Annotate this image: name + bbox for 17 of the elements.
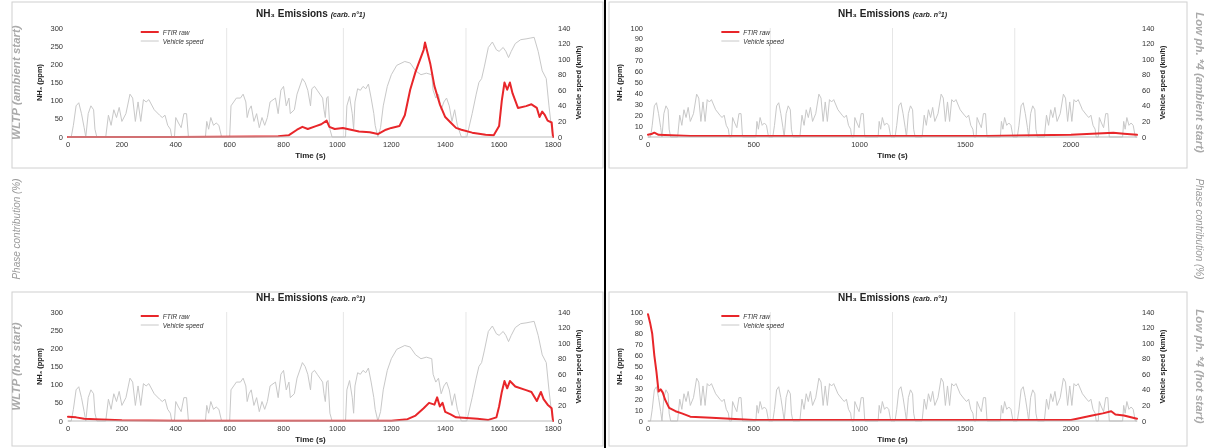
chart-title: NH₃ Emissions: [837, 292, 910, 303]
line-series: [647, 377, 1138, 422]
x-axis-title: Time (s): [295, 435, 327, 444]
x-axis-title: Time (s): [877, 151, 909, 160]
line-series: [647, 313, 1138, 421]
text: Low ph. *4 (hot start): [1194, 309, 1206, 424]
chart-title: NH₃ Emissions: [837, 8, 910, 19]
text: WLTP (ambient start): [10, 25, 22, 140]
text: Phase contribution (%): [1194, 178, 1205, 280]
text: Phase contribution (%): [11, 178, 22, 280]
chart-title: NH₃ Emissions: [255, 8, 328, 19]
line-series: [647, 93, 1138, 138]
x-axis-title: Time (s): [877, 435, 909, 444]
text: Low ph. *4 (ambient start): [1194, 12, 1206, 153]
chart-title: NH₃ Emissions: [255, 292, 328, 303]
text: WLTP (hot start): [10, 322, 22, 411]
x-axis-title: Time (s): [295, 151, 327, 160]
